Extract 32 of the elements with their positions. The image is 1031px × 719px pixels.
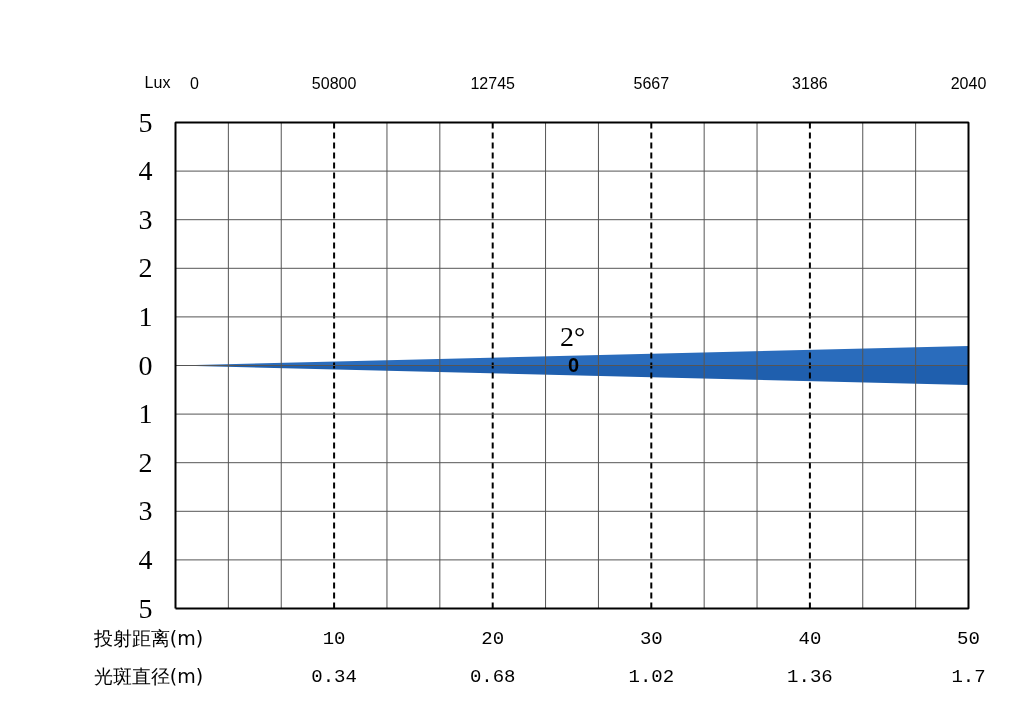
text: Lux (144, 74, 171, 91)
text: 1.7 (951, 665, 986, 688)
x-axis-title: 投射距离(m) (92, 626, 204, 649)
y-tick-label: 5 (138, 592, 153, 624)
y-tick-label: 3 (138, 203, 153, 235)
x-tick-label: 10 (322, 627, 346, 650)
text: 3186 (792, 74, 828, 92)
text: 5667 (633, 74, 670, 92)
annotation: 2° (559, 321, 586, 352)
y-tick-label: 4 (138, 155, 153, 187)
x-tick-label: 50 (957, 627, 980, 650)
y-tick-label: 1 (138, 300, 153, 332)
text: 0.68 (469, 665, 516, 688)
text: 0 (190, 74, 200, 92)
y-tick-label: 2 (138, 252, 153, 284)
y-tick-label: 5 (138, 106, 153, 138)
text: 1.36 (787, 665, 833, 688)
text: 光斑直径(m) (93, 664, 204, 687)
y-tick-label: 0 (138, 349, 153, 381)
x-tick-label: 40 (798, 627, 822, 650)
y-tick-label: 3 (138, 495, 153, 527)
text: 12745 (470, 74, 516, 92)
x-tick-label: 20 (481, 627, 505, 650)
y-tick-label: 1 (138, 398, 153, 430)
text: 2040 (950, 74, 987, 92)
annotation: 0 (567, 353, 580, 376)
y-tick-label: 4 (138, 543, 153, 575)
x-tick-label: 30 (639, 627, 663, 650)
text: 0.34 (311, 665, 357, 688)
y-tick-label: 2 (138, 446, 153, 478)
text: 50800 (311, 74, 357, 92)
text: 1.02 (628, 665, 675, 688)
